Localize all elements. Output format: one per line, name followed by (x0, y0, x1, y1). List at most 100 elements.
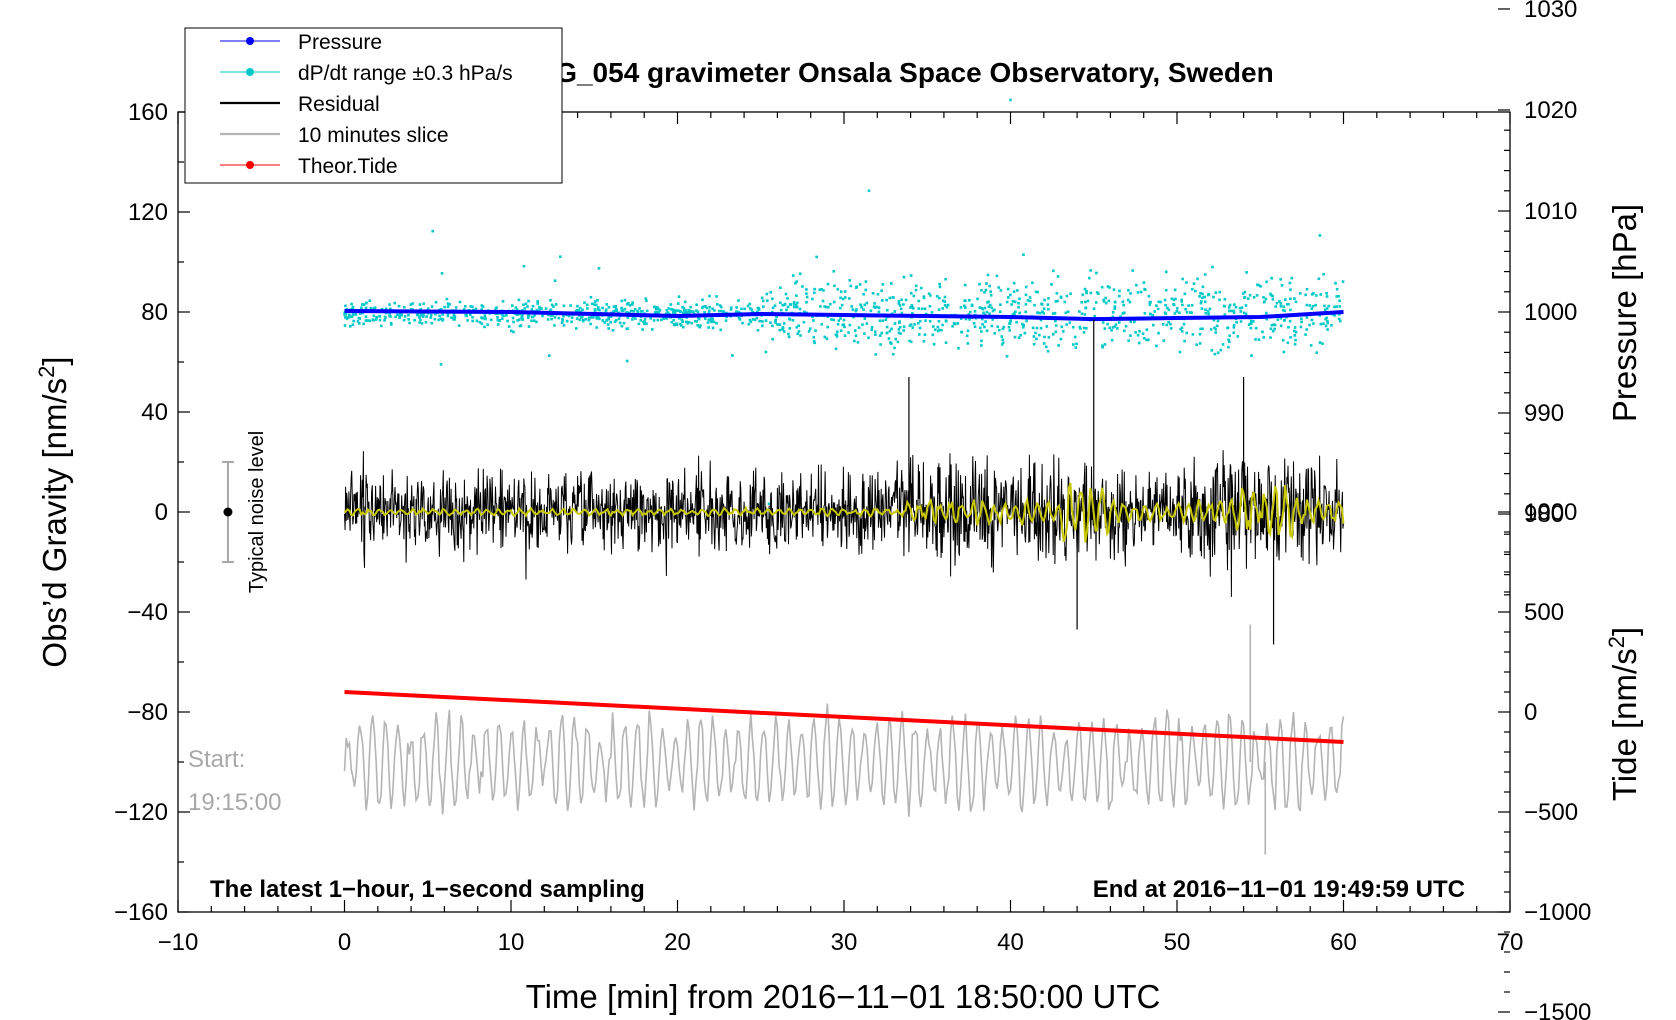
dpdt-point (964, 317, 968, 321)
dpdt-point (774, 321, 777, 324)
dpdt-point (1069, 292, 1072, 295)
dpdt-point (533, 313, 536, 317)
dpdt-point (480, 308, 483, 311)
dpdt-point (720, 305, 723, 309)
dpdt-point (1166, 306, 1169, 310)
dpdt-point (771, 324, 774, 328)
dpdt-point (535, 320, 538, 324)
dpdt-point (1207, 310, 1210, 313)
dpdt-point (469, 313, 472, 316)
dpdt-point (1261, 330, 1264, 334)
dpdt-point (612, 305, 616, 308)
dpdt-point (1149, 312, 1152, 316)
dpdt-point (914, 284, 918, 288)
dpdt-point (879, 343, 882, 346)
dpdt-point (557, 316, 561, 320)
dpdt-point (501, 300, 505, 303)
dpdt-point (782, 322, 786, 325)
dpdt-point (980, 339, 983, 343)
dpdt-point (1335, 287, 1339, 291)
dpdt-point (1169, 327, 1173, 330)
dpdt-point (1054, 300, 1058, 303)
dpdt-point (1271, 329, 1275, 333)
dpdt-point (1151, 313, 1155, 317)
dpdt-point (995, 274, 999, 278)
dpdt-point (1059, 296, 1063, 299)
dpdt-point (356, 320, 360, 323)
dpdt-point (1180, 330, 1184, 333)
dpdt-point (887, 337, 891, 340)
dpdt-point (1028, 299, 1032, 303)
dpdt-point (1218, 290, 1222, 294)
dpdt-point (1054, 319, 1057, 323)
dpdt-point (675, 322, 678, 325)
x-tick-label: −10 (158, 929, 199, 956)
dpdt-point (918, 319, 922, 323)
dpdt-point (957, 346, 960, 350)
dpdt-point (1184, 307, 1187, 311)
dpdt-point (786, 305, 790, 309)
dpdt-point (1293, 342, 1297, 346)
dpdt-point (448, 302, 451, 306)
dpdt-point (682, 325, 685, 329)
dpdt-point (1008, 322, 1012, 325)
dpdt-point (909, 323, 913, 326)
dpdt-point (1006, 287, 1010, 291)
dpdt-point (689, 305, 692, 309)
dpdt-point (922, 296, 926, 300)
dpdt-point (527, 325, 531, 328)
dpdt-point (782, 330, 786, 333)
dpdt-point (383, 319, 386, 322)
dpdt-point (361, 311, 364, 315)
dpdt-point (867, 189, 871, 193)
dpdt-point (516, 313, 519, 317)
dpdt-point (642, 320, 645, 324)
dpdt-point (440, 272, 444, 275)
dpdt-point (1056, 299, 1059, 303)
dpdt-point (1244, 304, 1248, 307)
x-tick-label: 10 (498, 929, 525, 956)
dpdt-point (1324, 308, 1327, 312)
dpdt-point (1008, 329, 1011, 332)
dpdt-point (898, 320, 901, 323)
dpdt-point (823, 305, 826, 308)
dpdt-point (1214, 291, 1218, 294)
dpdt-point (987, 305, 991, 309)
dpdt-point (1232, 326, 1236, 329)
dpdt-point (1200, 307, 1204, 310)
dpdt-point (439, 308, 443, 311)
dpdt-point (1218, 298, 1221, 302)
dpdt-point (1036, 290, 1039, 294)
dpdt-point (1245, 271, 1248, 274)
dpdt-point (1249, 321, 1253, 325)
dpdt-point (1278, 300, 1281, 303)
dpdt-point (832, 300, 836, 304)
dpdt-point (875, 305, 878, 309)
dpdt-point (450, 316, 453, 319)
dpdt-point (559, 255, 562, 259)
dpdt-point (1293, 334, 1297, 337)
dpdt-point (1199, 291, 1202, 295)
dpdt-point (989, 290, 992, 293)
dpdt-point (1247, 323, 1251, 326)
dpdt-point (704, 305, 707, 308)
legend: Pressure dP/dt range ±0.3 hPa/s Residual 10… (184, 27, 563, 184)
dpdt-point (862, 292, 865, 296)
dpdt-point (570, 320, 573, 324)
dpdt-point (546, 318, 550, 321)
dpdt-point (1308, 304, 1312, 307)
dpdt-point (823, 335, 827, 339)
dpdt-point (1108, 286, 1111, 289)
dpdt-point (677, 295, 681, 298)
dpdt-point (715, 302, 719, 306)
y-left-tick-label: −160 (114, 899, 168, 926)
legend-marker (246, 37, 254, 45)
dpdt-point (774, 319, 777, 323)
y-right-axis-ticks: 103010201010100099098010005000−500−1000−… (1498, 0, 1591, 1020)
dpdt-point (360, 306, 363, 310)
dpdt-point (1031, 281, 1034, 285)
dpdt-point (1169, 322, 1172, 326)
dpdt-point (838, 306, 842, 310)
dpdt-point (842, 318, 846, 322)
dpdt-point (1214, 331, 1218, 334)
